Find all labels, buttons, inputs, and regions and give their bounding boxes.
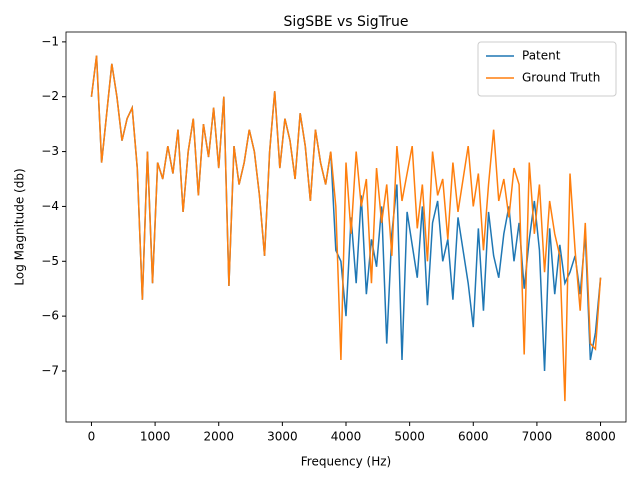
y-tick-label: −5 [41,254,59,268]
data-line [90,55,602,402]
legend-label: Ground Truth [522,71,600,85]
legend-label: Patent [522,49,561,63]
y-tick-label: −3 [41,144,59,158]
x-tick-label: 2000 [203,430,234,444]
y-tick-label: −4 [41,199,59,213]
y-tick-label: −1 [41,34,59,48]
y-tick-label: −7 [41,363,59,377]
x-tick-label: 5000 [394,430,425,444]
chart-title: SigSBE vs SigTrue [284,14,409,30]
x-tick-label: 0 [88,430,96,444]
x-tick-label: 8000 [585,430,616,444]
y-tick-label: −2 [41,89,59,103]
y-axis-label: Log Magnitude (db) [13,168,27,285]
x-tick-label: 3000 [267,430,298,444]
y-tick-label: −6 [41,309,59,323]
x-tick-label: 1000 [140,430,171,444]
x-tick-label: 4000 [331,430,362,444]
x-tick-label: 7000 [522,430,553,444]
plot-frame [65,31,627,423]
x-tick-label: 6000 [458,430,489,444]
data-line [90,55,602,372]
x-axis-label: Frequency (Hz) [301,455,392,469]
